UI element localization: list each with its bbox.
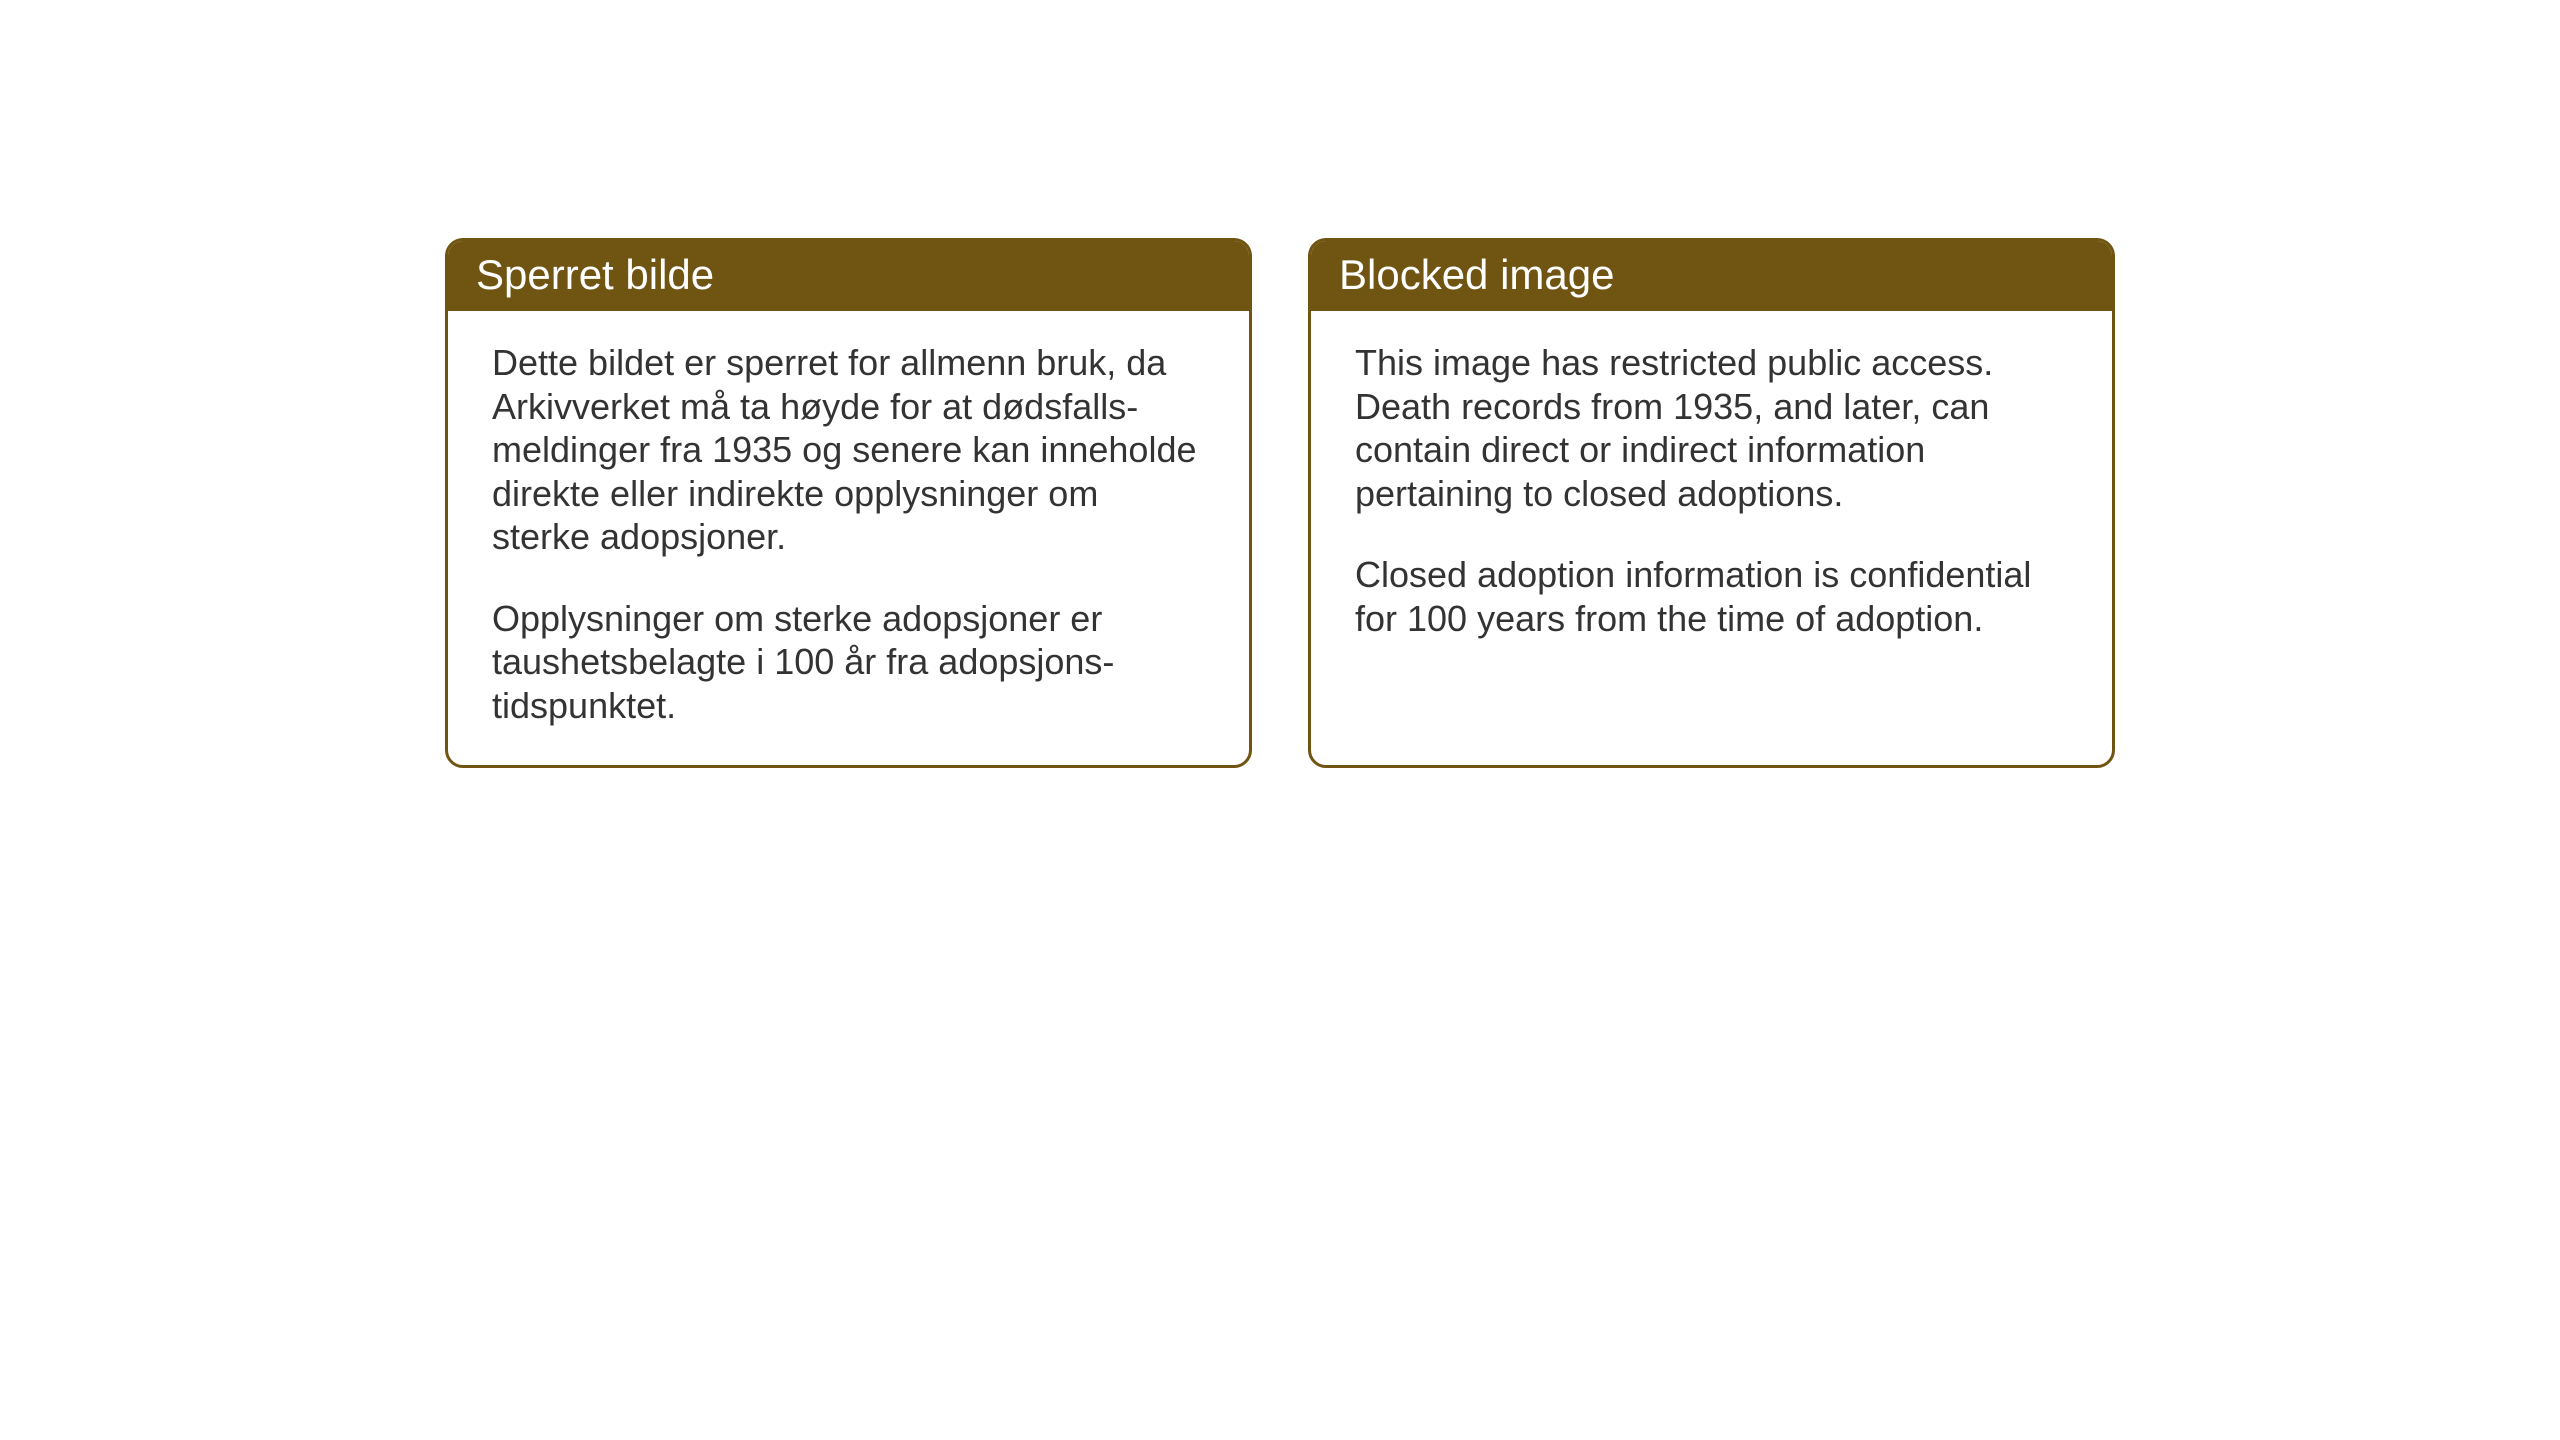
notice-paragraph-1-norwegian: Dette bildet er sperret for allmenn bruk… — [492, 341, 1205, 559]
notice-container: Sperret bilde Dette bildet er sperret fo… — [445, 238, 2115, 768]
notice-box-english: Blocked image This image has restricted … — [1308, 238, 2115, 768]
notice-paragraph-2-english: Closed adoption information is confident… — [1355, 553, 2068, 640]
notice-header-norwegian: Sperret bilde — [448, 241, 1249, 311]
notice-body-english: This image has restricted public access.… — [1311, 311, 2112, 731]
notice-paragraph-2-norwegian: Opplysninger om sterke adopsjoner er tau… — [492, 597, 1205, 728]
notice-paragraph-1-english: This image has restricted public access.… — [1355, 341, 2068, 515]
notice-box-norwegian: Sperret bilde Dette bildet er sperret fo… — [445, 238, 1252, 768]
notice-body-norwegian: Dette bildet er sperret for allmenn bruk… — [448, 311, 1249, 765]
notice-title-norwegian: Sperret bilde — [476, 251, 714, 298]
notice-title-english: Blocked image — [1339, 251, 1614, 298]
notice-header-english: Blocked image — [1311, 241, 2112, 311]
